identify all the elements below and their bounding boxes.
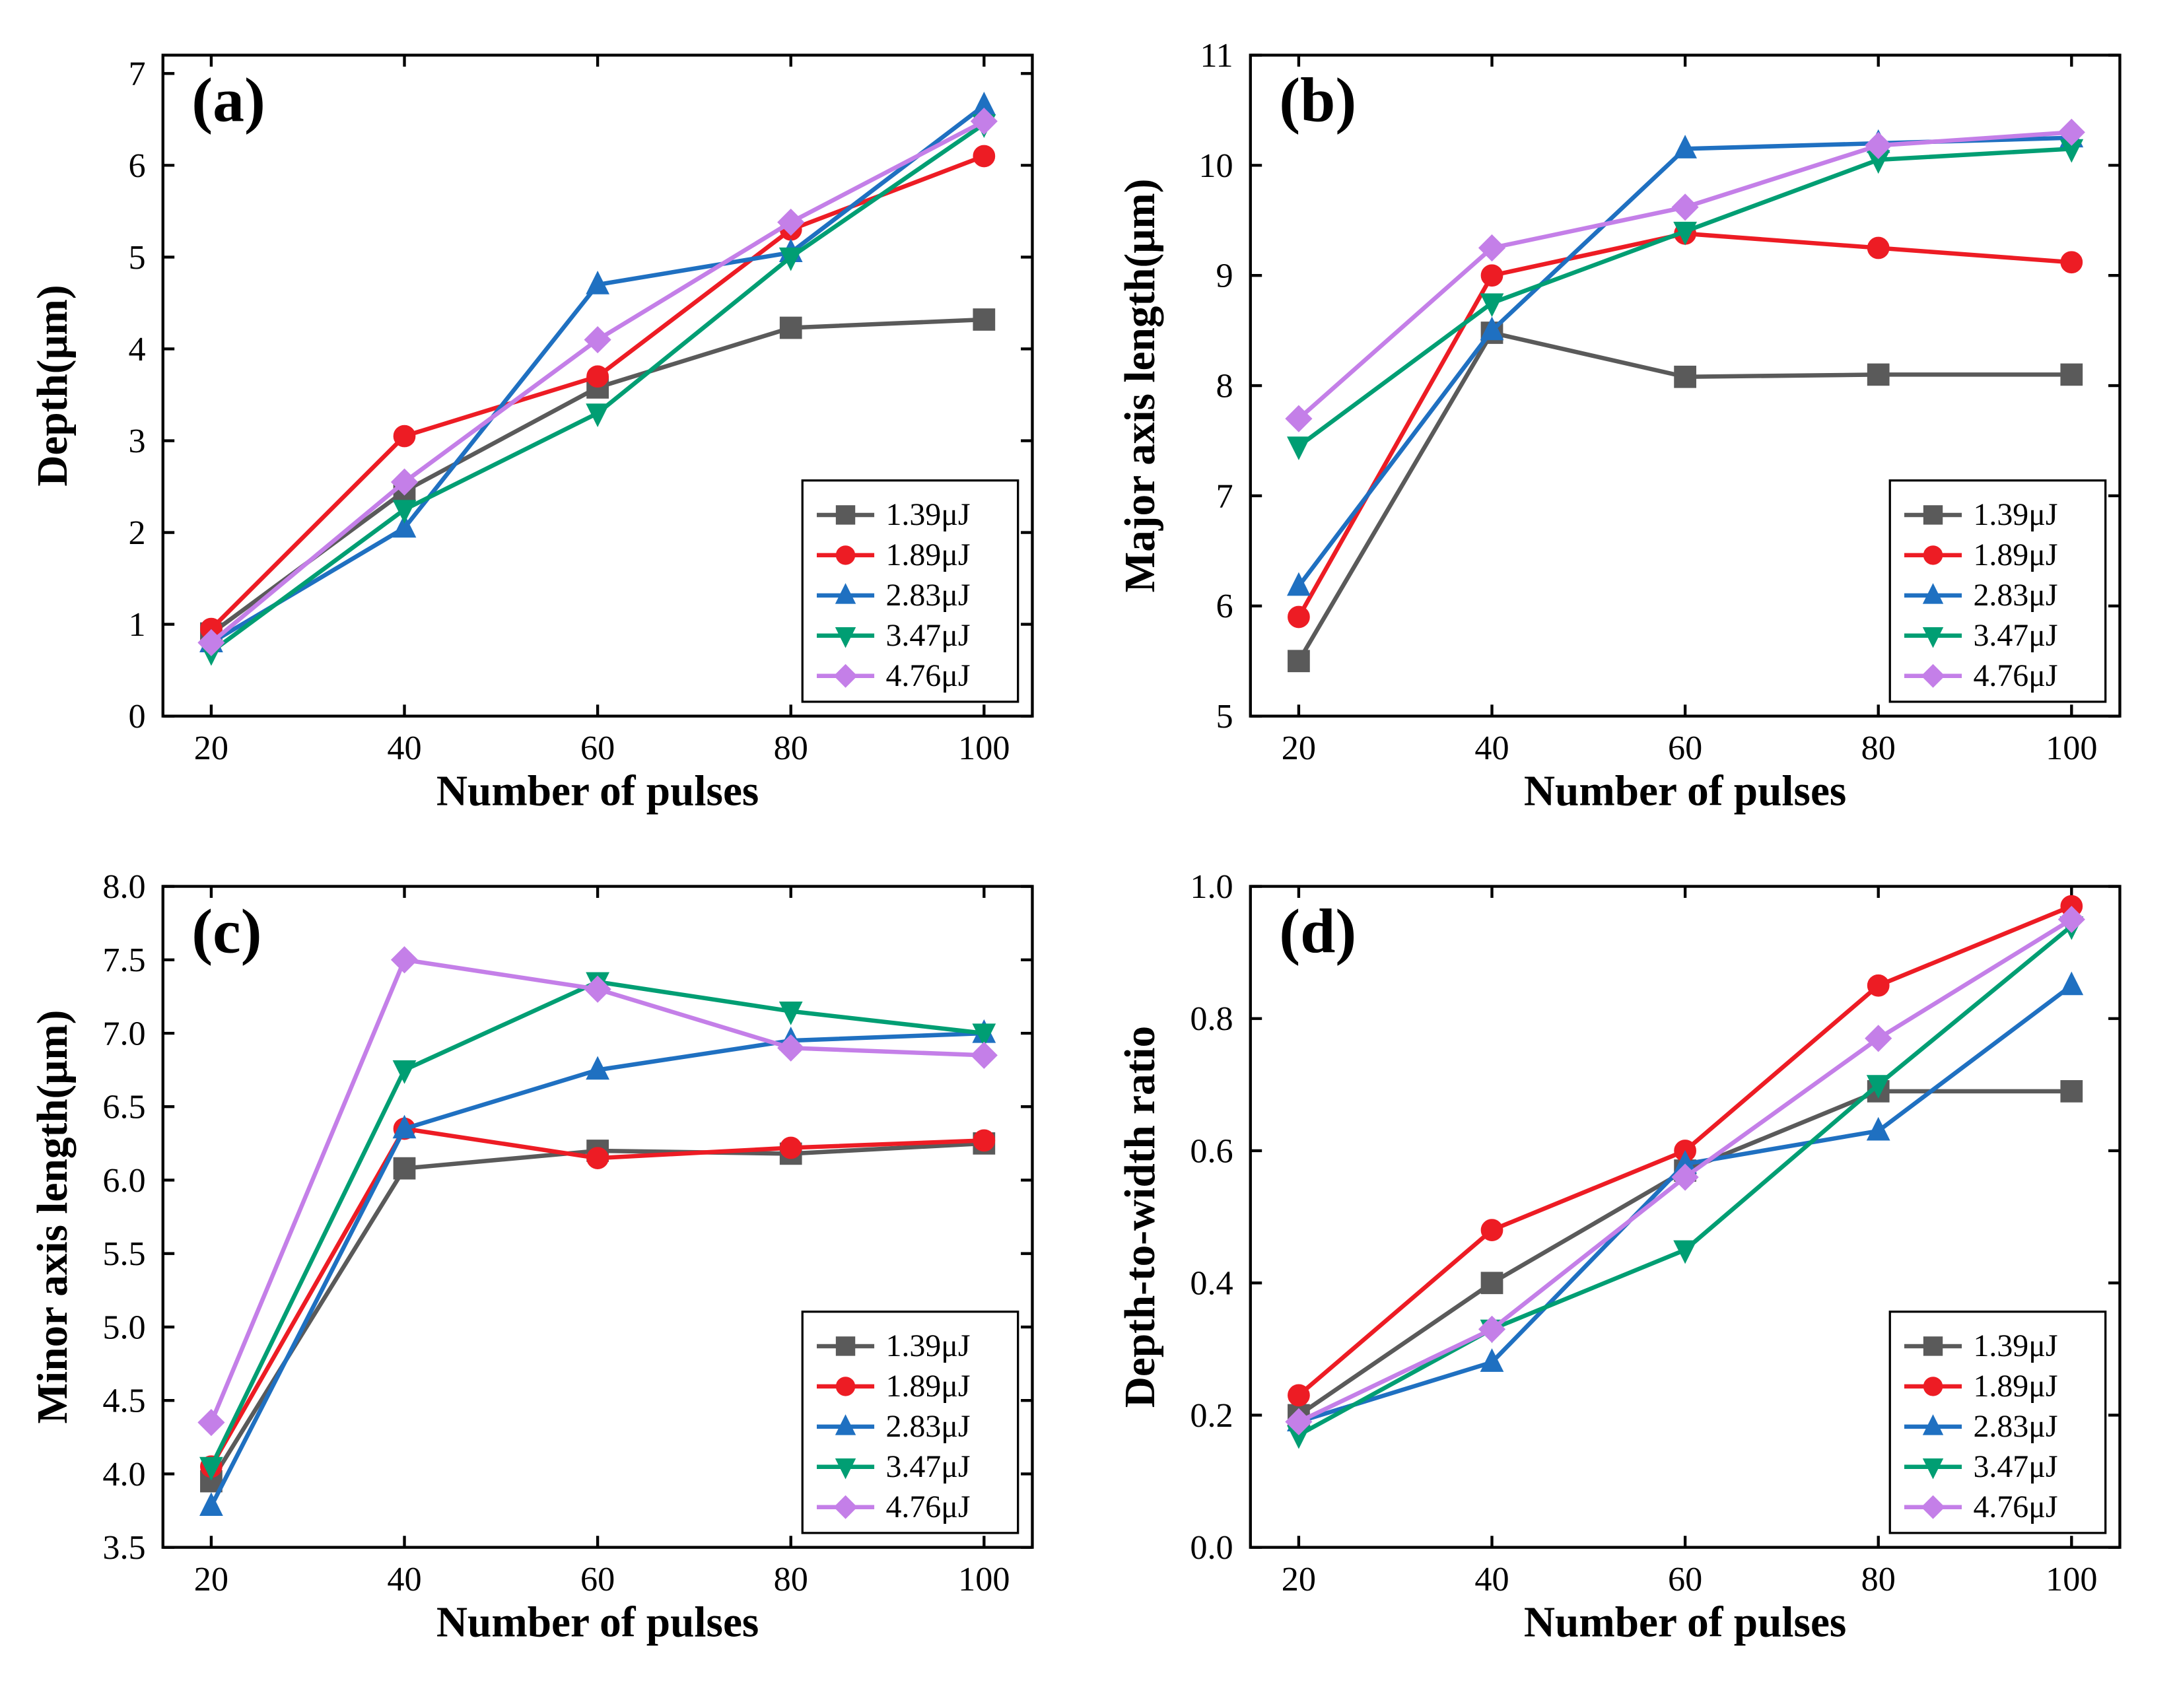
svg-text:2: 2 [129, 514, 146, 552]
svg-text:0.6: 0.6 [1190, 1132, 1233, 1170]
svg-text:0.4: 0.4 [1190, 1264, 1233, 1302]
svg-text:7.5: 7.5 [102, 941, 145, 979]
svg-text:60: 60 [1668, 729, 1702, 767]
svg-text:2.83μJ: 2.83μJ [1973, 578, 2057, 613]
svg-text:Depth(μm): Depth(μm) [29, 285, 77, 486]
svg-text:0: 0 [129, 697, 146, 735]
svg-text:7: 7 [129, 55, 146, 93]
svg-text:100: 100 [2046, 1560, 2097, 1598]
panel-b: 20 40 60 80 100 5 6 7 8 9 10 11 Number of pulses Majo… [1114, 26, 2149, 831]
svg-text:0.2: 0.2 [1190, 1396, 1233, 1435]
svg-text:20: 20 [1282, 1560, 1316, 1598]
svg-text:Major axis length(μm): Major axis length(μm) [1117, 179, 1164, 593]
svg-text:7.0: 7.0 [102, 1014, 145, 1052]
svg-text:6: 6 [129, 147, 146, 185]
svg-text:80: 80 [774, 1560, 808, 1598]
svg-text:4.76μJ: 4.76μJ [885, 658, 970, 693]
svg-text:Depth-to-width ratio: Depth-to-width ratio [1117, 1026, 1164, 1408]
panel-c: 20 40 60 80 100 3.5 4.0 4.5 5.0 5.5 6.0 6.5 7.0 7.5 8.… [26, 858, 1061, 1662]
svg-text:100: 100 [2046, 729, 2097, 767]
svg-text:3.47μJ: 3.47μJ [885, 1449, 970, 1484]
svg-text:60: 60 [580, 1560, 615, 1598]
svg-text:5: 5 [1216, 697, 1233, 735]
svg-text:1.89μJ: 1.89μJ [1973, 537, 2057, 572]
svg-text:1.89μJ: 1.89μJ [885, 537, 970, 572]
svg-text:Minor axis length(μm): Minor axis length(μm) [29, 1009, 77, 1423]
svg-text:40: 40 [1474, 1560, 1509, 1598]
panel-d: 20 40 60 80 100 0.0 0.2 0.4 0.6 0.8 1.0 Number of p… [1114, 858, 2149, 1662]
svg-text:3.5: 3.5 [102, 1528, 145, 1567]
svg-text:1.39μJ: 1.39μJ [1973, 1328, 2057, 1363]
svg-text:100: 100 [958, 1560, 1010, 1598]
svg-text:6.5: 6.5 [102, 1087, 145, 1126]
svg-text:100: 100 [958, 729, 1010, 767]
svg-text:10: 10 [1198, 147, 1233, 185]
svg-text:3.47μJ: 3.47μJ [1973, 618, 2057, 653]
svg-text:5.5: 5.5 [102, 1235, 145, 1273]
svg-text:3.47μJ: 3.47μJ [885, 618, 970, 653]
svg-text:5: 5 [129, 238, 146, 277]
svg-text:80: 80 [1861, 729, 1896, 767]
svg-text:1.39μJ: 1.39μJ [885, 497, 970, 532]
chart-grid: 20 40 60 80 100 0 1 2 3 4 5 6 7 Number of pulses Depth… [26, 26, 2149, 1662]
svg-text:11: 11 [1200, 36, 1233, 75]
svg-text:9: 9 [1216, 257, 1233, 295]
svg-text:Number of pulses: Number of pulses [1524, 1598, 1846, 1646]
svg-text:60: 60 [1668, 1560, 1702, 1598]
svg-text:80: 80 [1861, 1560, 1896, 1598]
svg-text:4.76μJ: 4.76μJ [1973, 1489, 2057, 1524]
svg-text:40: 40 [387, 729, 421, 767]
svg-text:2.83μJ: 2.83μJ [885, 578, 970, 613]
svg-text:1.0: 1.0 [1190, 868, 1233, 906]
svg-text:2.83μJ: 2.83μJ [885, 1409, 970, 1444]
svg-text:4.5: 4.5 [102, 1381, 145, 1419]
plot-c: 20 40 60 80 100 3.5 4.0 4.5 5.0 5.5 6.0 6.5 7.0 7.5 8.… [26, 858, 1061, 1662]
svg-text:7: 7 [1216, 477, 1233, 515]
svg-text:1.39μJ: 1.39μJ [885, 1328, 970, 1363]
svg-text:20: 20 [194, 1560, 228, 1598]
svg-text:80: 80 [774, 729, 808, 767]
svg-text:8.0: 8.0 [102, 868, 145, 906]
svg-text:20: 20 [194, 729, 228, 767]
svg-text:Number of pulses: Number of pulses [436, 768, 759, 815]
svg-text:20: 20 [1282, 729, 1316, 767]
plot-a: 20 40 60 80 100 0 1 2 3 4 5 6 7 Number of pulses Depth… [26, 26, 1061, 831]
svg-text:1: 1 [129, 605, 146, 644]
svg-text:Number of pulses: Number of pulses [436, 1598, 759, 1646]
plot-d: 20 40 60 80 100 0.0 0.2 0.4 0.6 0.8 1.0 Number of p… [1114, 858, 2149, 1662]
plot-b: 20 40 60 80 100 5 6 7 8 9 10 11 Number of pulses Majo… [1114, 26, 2149, 831]
svg-text:40: 40 [1474, 729, 1509, 767]
svg-text:(b): (b) [1279, 65, 1356, 135]
svg-text:2.83μJ: 2.83μJ [1973, 1409, 2057, 1444]
svg-text:1.89μJ: 1.89μJ [1973, 1369, 2057, 1404]
svg-text:40: 40 [387, 1560, 421, 1598]
svg-text:4: 4 [129, 330, 146, 368]
svg-text:(d): (d) [1279, 896, 1356, 966]
svg-text:3.47μJ: 3.47μJ [1973, 1449, 2057, 1484]
svg-text:0.8: 0.8 [1190, 1000, 1233, 1038]
svg-text:8: 8 [1216, 367, 1233, 405]
svg-text:1.39μJ: 1.39μJ [1973, 497, 2057, 532]
svg-text:60: 60 [580, 729, 615, 767]
svg-text:0.0: 0.0 [1190, 1528, 1233, 1567]
svg-text:4.76μJ: 4.76μJ [1973, 658, 2057, 693]
svg-text:Number of pulses: Number of pulses [1524, 768, 1846, 815]
svg-text:6.0: 6.0 [102, 1161, 145, 1200]
svg-text:(c): (c) [191, 896, 261, 966]
svg-text:(a): (a) [191, 65, 265, 135]
svg-text:4.0: 4.0 [102, 1455, 145, 1493]
svg-text:6: 6 [1216, 587, 1233, 625]
svg-text:3: 3 [129, 422, 146, 460]
svg-text:5.0: 5.0 [102, 1308, 145, 1346]
svg-text:1.89μJ: 1.89μJ [885, 1369, 970, 1404]
panel-a: 20 40 60 80 100 0 1 2 3 4 5 6 7 Number of pulses Depth… [26, 26, 1061, 831]
svg-text:4.76μJ: 4.76μJ [885, 1489, 970, 1524]
